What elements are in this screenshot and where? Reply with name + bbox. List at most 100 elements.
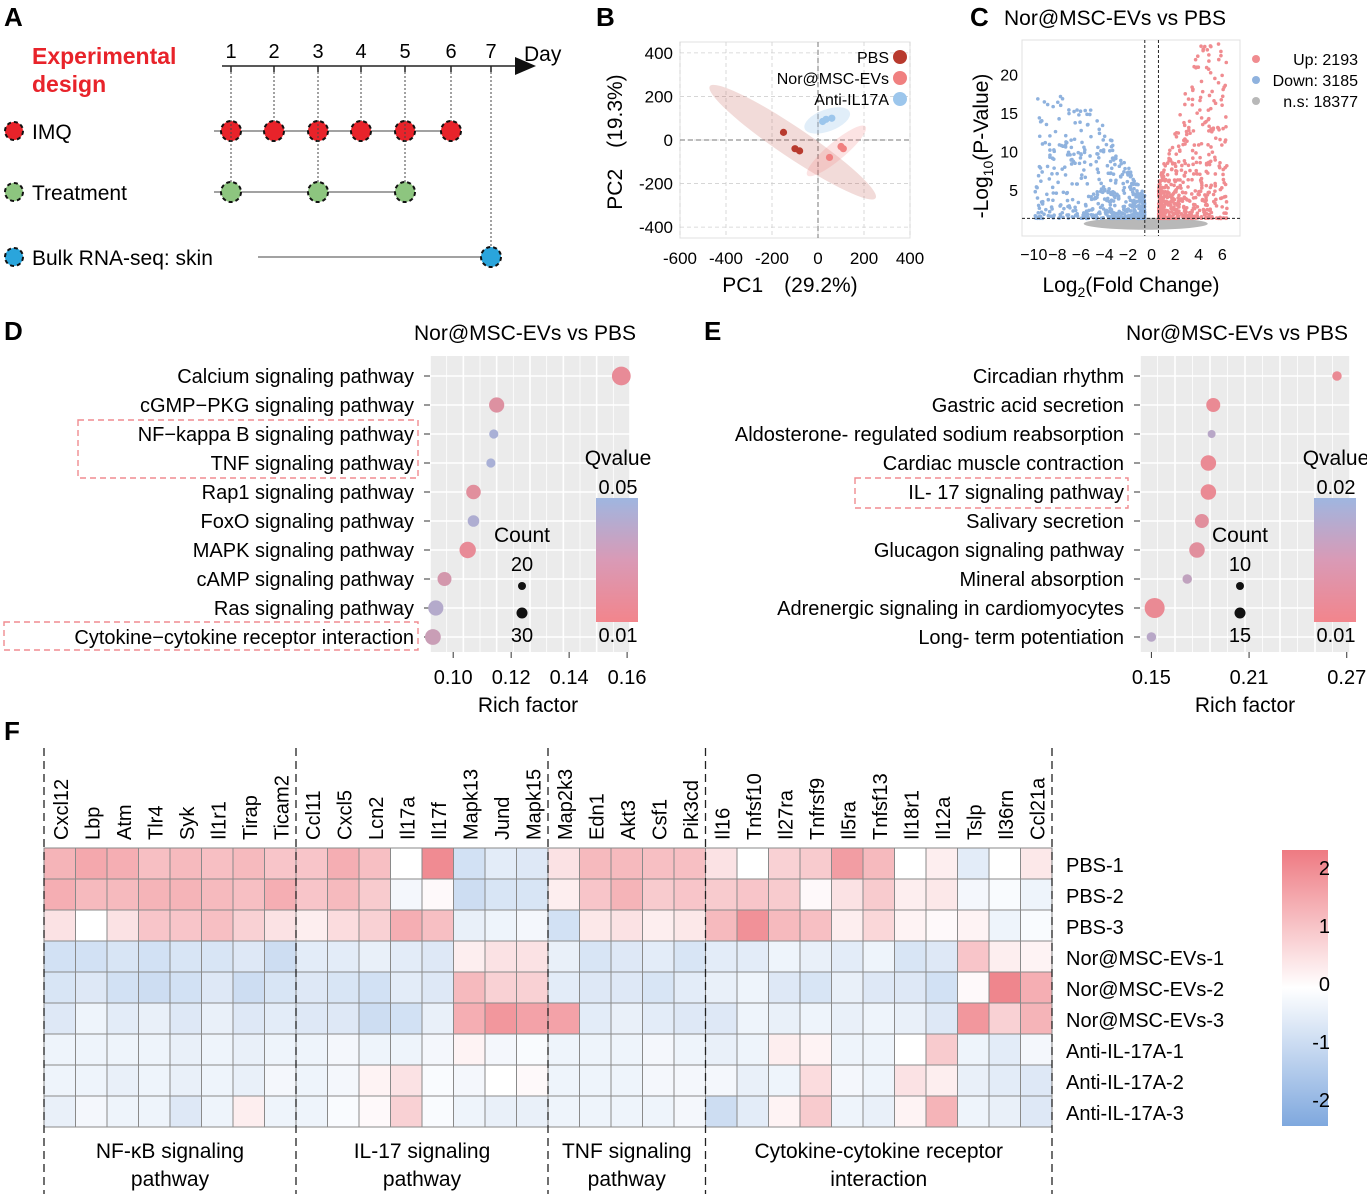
gene-label: Il18r1	[901, 790, 923, 840]
volcano-up-point	[1198, 160, 1202, 165]
volcano-up-point	[1199, 116, 1204, 120]
pathway-label: cAMP signaling pathway	[196, 569, 414, 591]
heatmap-cell	[925, 1033, 958, 1066]
heatmap-cell	[75, 940, 108, 973]
volcano-up-point	[1180, 163, 1184, 168]
heatmap-cell	[43, 878, 76, 911]
gene-label: Tlr4	[145, 806, 167, 840]
heatmap-cell	[201, 1095, 234, 1128]
volcano-up-point	[1193, 216, 1198, 220]
volcano-legend-label: Up: 2193	[1293, 52, 1358, 69]
volcano-down-point	[1063, 173, 1068, 177]
volcano-down-point	[1108, 178, 1113, 183]
volcano-down-point	[1077, 161, 1082, 166]
volcano-up-point	[1181, 180, 1185, 185]
pca-legend-label: Nor@MSC-EVs	[777, 71, 889, 88]
volcano-up-point	[1165, 172, 1170, 177]
count-legend-dot-large	[516, 607, 528, 619]
volcano-down-point	[1119, 161, 1124, 166]
heatmap-cell	[201, 1064, 234, 1097]
volcano-up-point	[1220, 73, 1224, 78]
pca-y-tick: 200	[645, 87, 673, 106]
volcano-down-point	[1121, 188, 1126, 193]
heatmap-cell	[516, 847, 549, 880]
volcano-down-point	[1128, 172, 1133, 177]
volcano-down-point	[1108, 215, 1112, 219]
heatmap-cell	[43, 1033, 76, 1066]
pca-y-tick: 400	[645, 44, 673, 63]
volcano-up-point	[1207, 152, 1211, 157]
volcano-up-point	[1159, 171, 1164, 175]
qvalue-legend-bottom: 0.01	[599, 625, 638, 647]
volcano-down-point	[1082, 168, 1086, 172]
volcano-up-point	[1213, 101, 1218, 106]
heatmap-cell	[673, 940, 706, 973]
volcano-up-point	[1221, 126, 1225, 131]
heatmap-cell	[358, 940, 391, 973]
volcano-down-point	[1050, 172, 1054, 176]
sample-label: Nor@MSC-EVs-1	[1066, 948, 1224, 970]
heatmap-cell	[327, 1033, 360, 1066]
volcano-up-point	[1199, 79, 1204, 84]
row-label: Bulk RNA-seq: skin	[32, 247, 213, 270]
volcano-up-point	[1158, 179, 1162, 184]
volcano-up-point	[1169, 199, 1173, 204]
volcano-down-point	[1102, 134, 1107, 139]
volcano-down-point	[1048, 153, 1052, 157]
volcano-down-point	[1085, 182, 1090, 186]
volcano-up-point	[1207, 129, 1211, 133]
volcano-plot-area	[1021, 39, 1241, 237]
volcano-up-point	[1207, 215, 1211, 220]
dose-marker	[440, 120, 462, 142]
volcano-up-point	[1192, 143, 1197, 147]
volcano-title: Nor@MSC-EVs vs PBS	[1004, 7, 1226, 30]
volcano-down-point	[1096, 156, 1101, 160]
heatmap-cell	[705, 1064, 738, 1097]
heatmap-cell	[894, 909, 927, 942]
heatmap-cell	[484, 878, 517, 911]
volcano-down-point	[1038, 214, 1043, 218]
volcano-up-point	[1177, 209, 1181, 213]
volcano-down-point	[1083, 108, 1088, 113]
volcano-up-point	[1198, 98, 1202, 103]
volcano-up-point	[1218, 215, 1222, 220]
heatmap-cell	[673, 878, 706, 911]
count-legend-top: 20	[511, 554, 533, 576]
heatmap-cell	[831, 878, 864, 911]
volcano-down-point	[1125, 171, 1130, 175]
volcano-down-point	[1095, 189, 1100, 194]
gene-label: Tslp	[964, 804, 986, 840]
volcano-up-point	[1183, 102, 1187, 107]
volcano-up-point	[1218, 160, 1222, 165]
legend-dot-icon	[4, 182, 24, 202]
volcano-up-point	[1201, 207, 1206, 212]
enrich-dot	[1200, 455, 1217, 471]
heatmap-cell	[1020, 1033, 1053, 1066]
volcano-down-point	[1089, 134, 1093, 139]
heatmap-cell	[516, 940, 549, 973]
volcano-up-point	[1213, 172, 1218, 176]
volcano-down-point	[1050, 185, 1055, 190]
volcano-down-point	[1139, 192, 1144, 196]
heatmap-cell	[516, 909, 549, 942]
heatmap-cell	[358, 1095, 391, 1128]
volcano-down-point	[1125, 179, 1130, 184]
volcano-up-point	[1225, 206, 1229, 211]
heatmap-cell	[169, 940, 202, 973]
volcano-down-point	[1073, 208, 1078, 213]
volcano-down-point	[1109, 192, 1113, 196]
volcano-up-point	[1206, 143, 1210, 147]
heatmap-cell	[169, 1002, 202, 1035]
volcano-down-point	[1072, 137, 1077, 142]
volcano-up-point	[1183, 142, 1187, 146]
pca-y-label: PC2 (19.3%)	[604, 74, 627, 209]
volcano-down-point	[1072, 109, 1076, 114]
heatmap-cell	[988, 878, 1021, 911]
volcano-down-point	[1083, 148, 1087, 152]
gene-label: Csf1	[649, 799, 671, 840]
volcano-down-point	[1065, 213, 1069, 217]
enrich-dot	[489, 397, 505, 413]
heatmap-cell	[579, 1033, 612, 1066]
volcano-legend-dot	[1252, 55, 1260, 63]
heatmap-cell	[1020, 971, 1053, 1004]
